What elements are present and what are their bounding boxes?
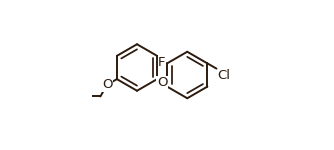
Text: O: O — [157, 76, 167, 89]
Text: O: O — [102, 78, 112, 91]
Text: F: F — [158, 56, 166, 69]
Text: Cl: Cl — [217, 69, 230, 82]
